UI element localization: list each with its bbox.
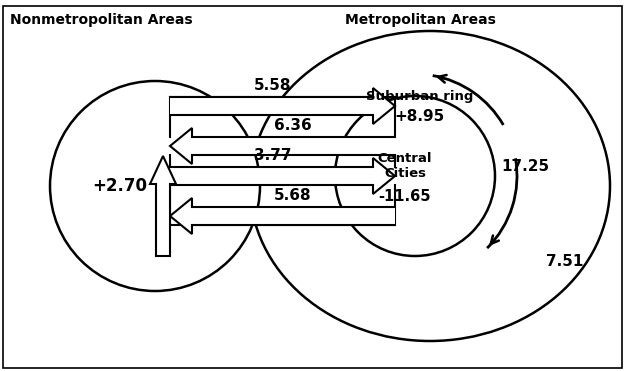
Circle shape (50, 81, 260, 291)
Text: +2.70: +2.70 (93, 177, 148, 195)
Text: 7.51: 7.51 (546, 253, 583, 269)
PathPatch shape (150, 156, 176, 256)
Text: Central
Cities: Central Cities (377, 152, 432, 180)
Text: Nonmetropolitan Areas: Nonmetropolitan Areas (10, 13, 193, 27)
Text: Suburban ring: Suburban ring (366, 89, 474, 102)
Text: 3.77: 3.77 (254, 148, 291, 163)
Text: -11.65: -11.65 (379, 188, 431, 204)
PathPatch shape (170, 158, 395, 194)
Text: 6.36: 6.36 (274, 118, 311, 133)
PathPatch shape (170, 128, 395, 164)
Circle shape (335, 96, 495, 256)
Text: 5.68: 5.68 (274, 188, 311, 203)
Text: 5.58: 5.58 (254, 78, 291, 93)
PathPatch shape (170, 88, 395, 124)
Text: Metropolitan Areas: Metropolitan Areas (345, 13, 496, 27)
Text: 17.25: 17.25 (501, 158, 549, 174)
PathPatch shape (170, 198, 395, 234)
Ellipse shape (250, 31, 610, 341)
Text: +8.95: +8.95 (395, 108, 445, 124)
